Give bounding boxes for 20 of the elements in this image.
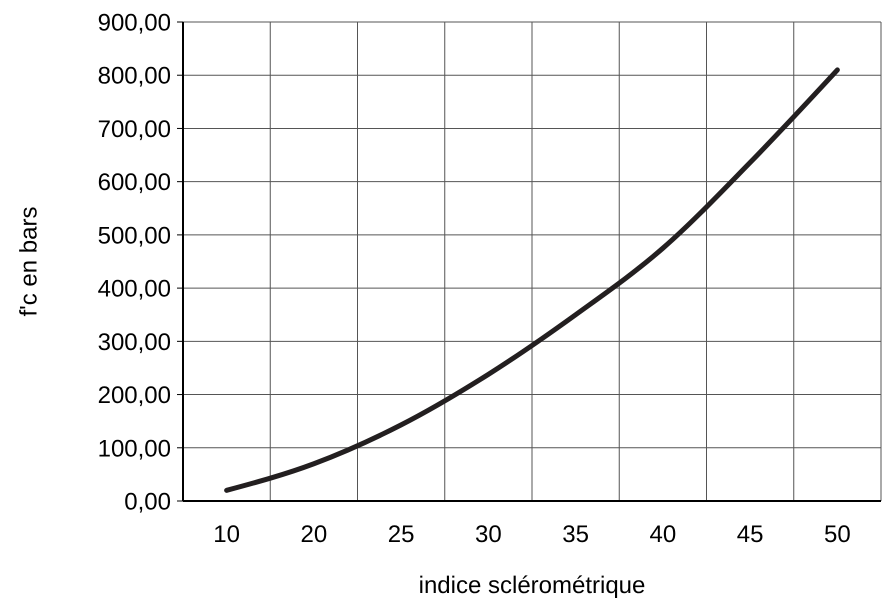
y-tick-label: 100,00 [98,435,171,462]
y-tick-label: 200,00 [98,382,171,410]
y-tick-label: 500,00 [98,222,171,250]
y-tick-label: 600,00 [98,169,171,196]
x-tick-label: 10 [213,521,240,548]
y-tick-label: 900,00 [98,10,171,37]
x-tick-label: 20 [300,521,328,548]
x-tick-label: 40 [650,521,676,548]
y-tick-label: 300,00 [98,328,171,356]
x-tick-label: 30 [475,521,502,548]
y-tick-label: 800,00 [98,62,171,90]
x-tick-label: 50 [824,521,851,548]
x-tick-label: 45 [736,521,764,548]
y-tick-label: 700,00 [98,116,171,143]
x-tick-label: 35 [562,521,589,548]
y-tick-label: 0,00 [124,488,171,516]
y-axis-title: f'c en bars [16,206,43,316]
x-tick-label: 25 [388,521,414,548]
y-tick-label: 400,00 [98,276,171,303]
x-axis-title: indice sclérométrique [418,572,646,599]
